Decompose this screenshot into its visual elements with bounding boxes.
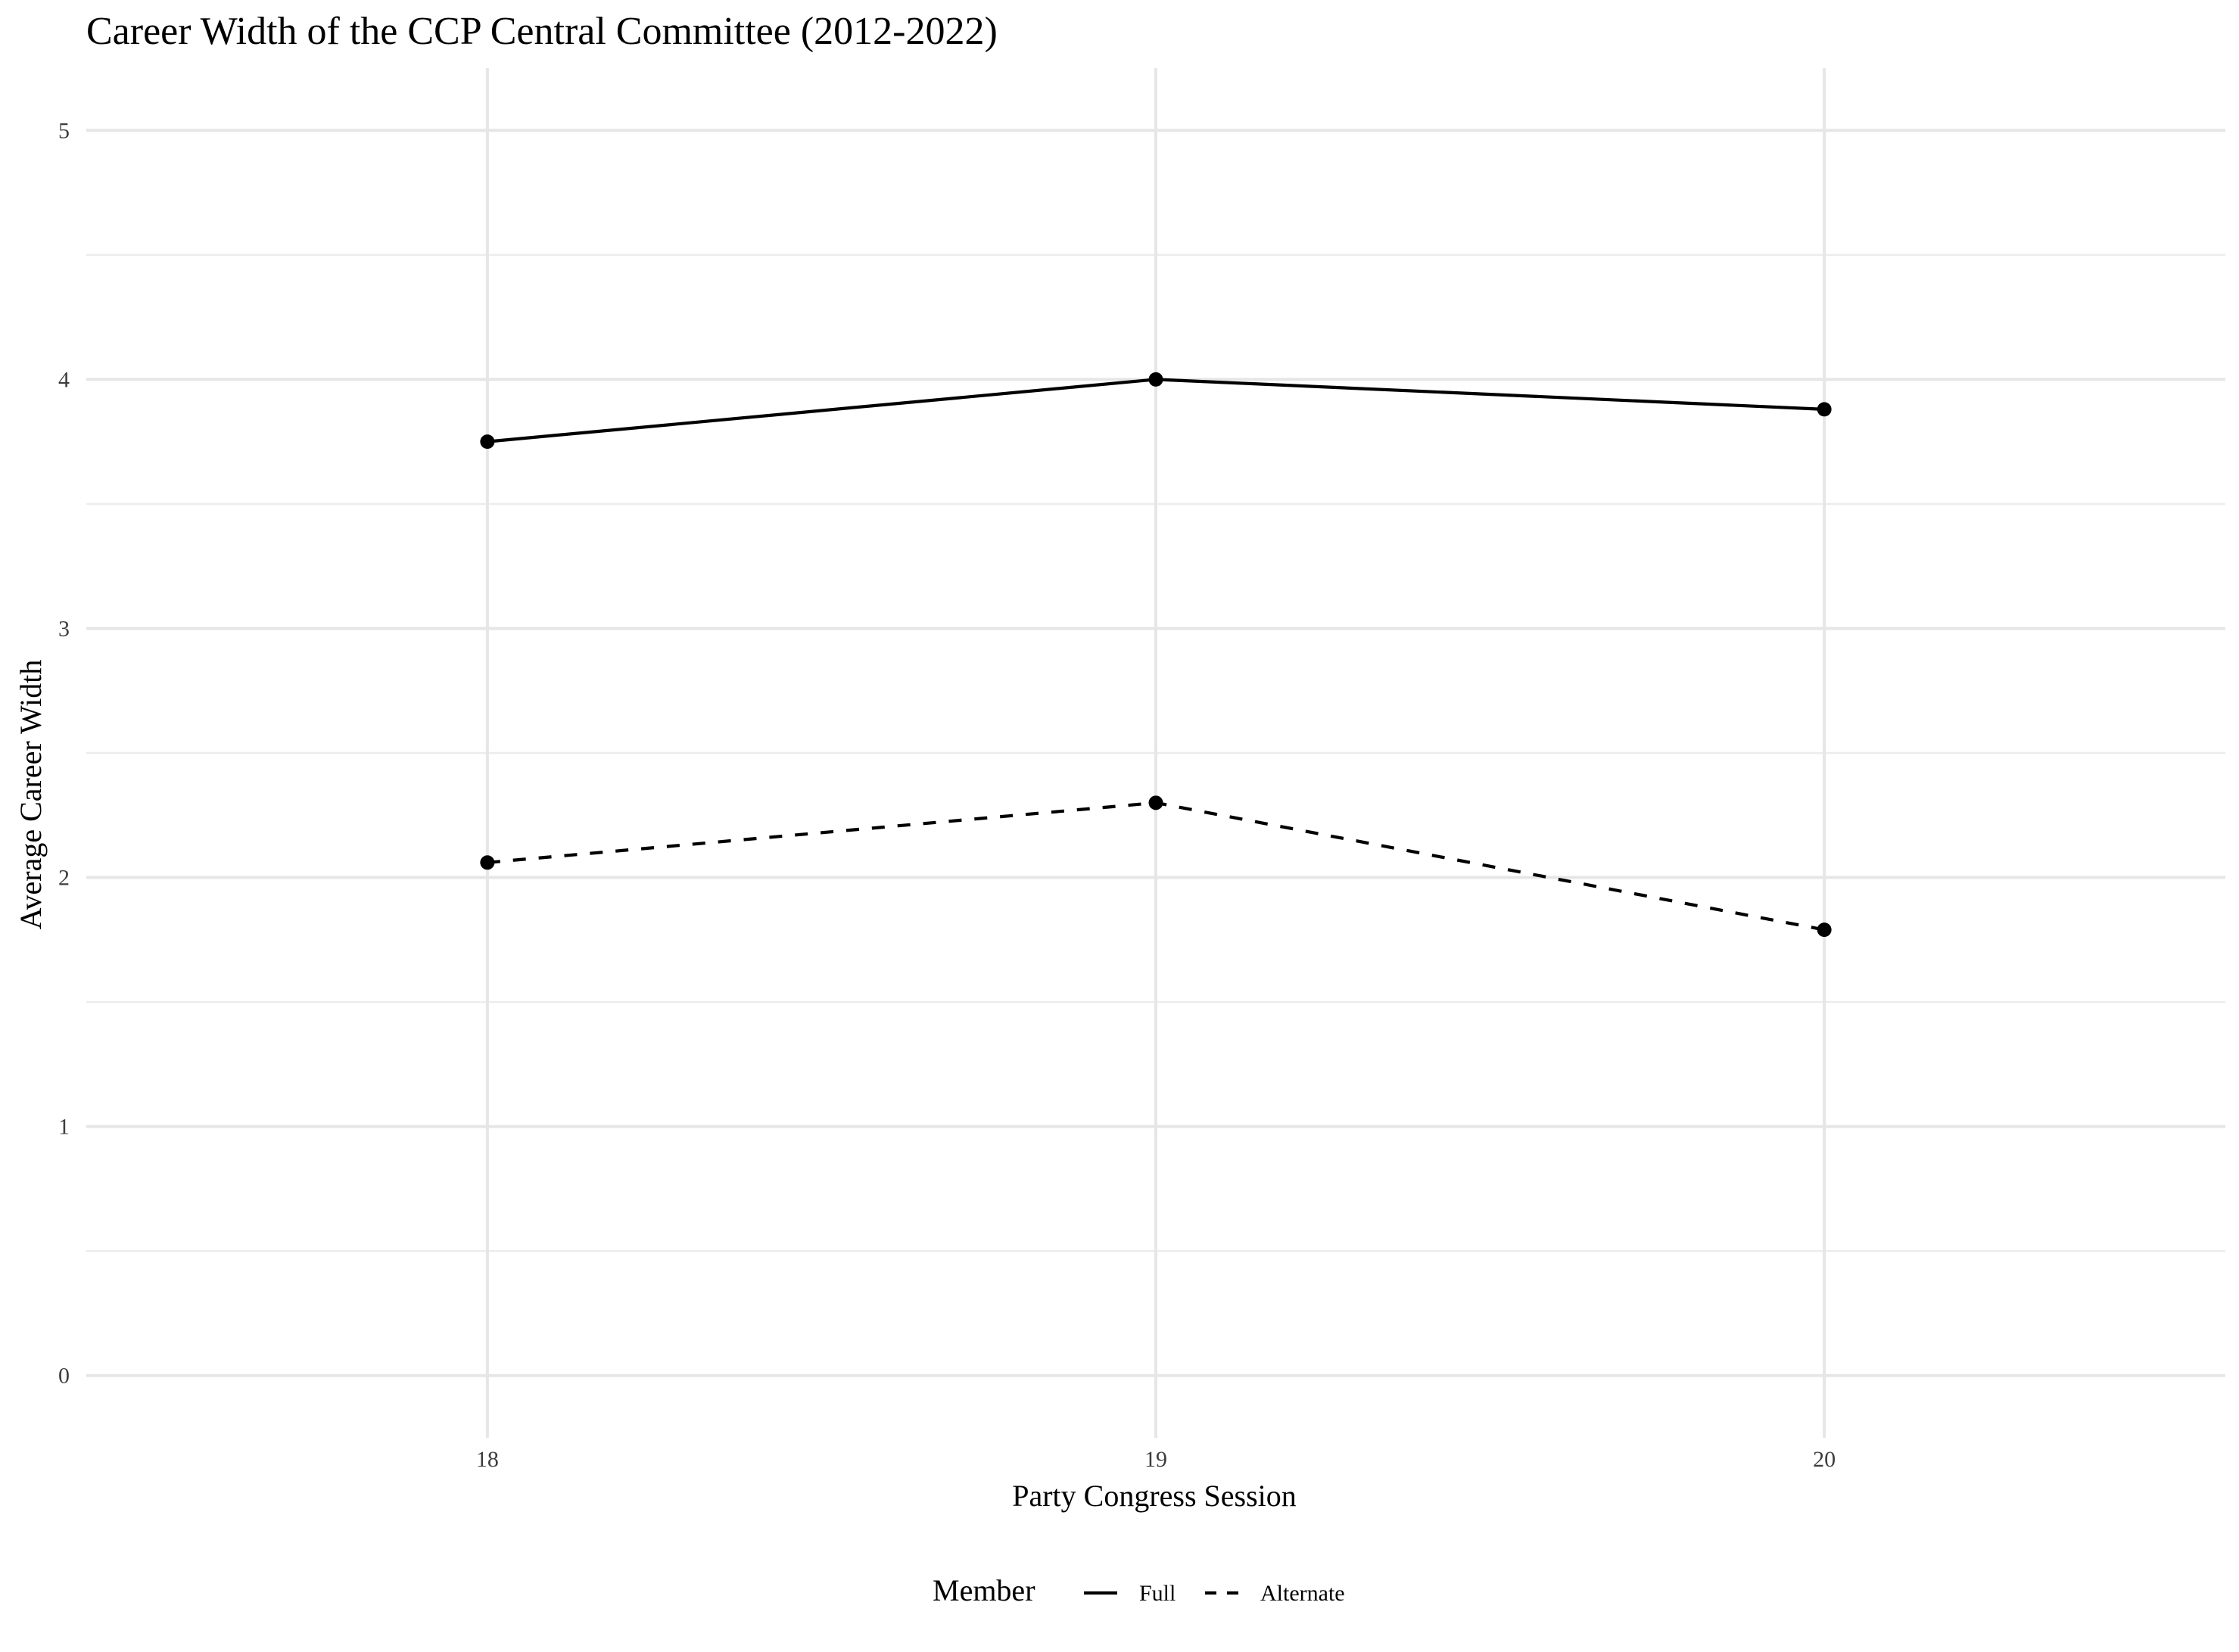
grid (86, 68, 2225, 1438)
x-axis-ticks: 18 19 20 (476, 1447, 1836, 1472)
x-tick-label: 20 (1813, 1447, 1836, 1472)
y-tick-label: 2 (58, 866, 70, 891)
y-tick-label: 1 (58, 1115, 70, 1140)
y-tick-label: 4 (58, 367, 70, 392)
x-axis-title: Party Congress Session (1012, 1479, 1297, 1513)
legend-label-alternate: Alternate (1260, 1581, 1345, 1606)
legend-title: Member (933, 1573, 1035, 1607)
legend: Member Full Alternate (933, 1573, 1345, 1607)
data-point-alternate (1817, 922, 1832, 938)
data-point-full (1817, 402, 1832, 417)
legend-label-full: Full (1139, 1581, 1176, 1606)
y-axis-title: Average Career Width (14, 660, 48, 930)
series (480, 372, 1832, 938)
data-point-alternate (480, 855, 495, 870)
data-point-full (1148, 372, 1163, 387)
data-point-alternate (1148, 795, 1163, 810)
y-axis-ticks: 0 1 2 3 4 5 (58, 118, 70, 1388)
y-tick-label: 5 (58, 118, 70, 143)
x-tick-label: 19 (1144, 1447, 1167, 1472)
y-tick-label: 3 (58, 616, 70, 641)
data-point-full (480, 434, 495, 450)
chart-title: Career Width of the CCP Central Committe… (86, 10, 998, 53)
legend-items: Full Alternate (1084, 1581, 1345, 1606)
y-tick-label: 0 (58, 1364, 70, 1389)
x-tick-label: 18 (476, 1447, 499, 1472)
